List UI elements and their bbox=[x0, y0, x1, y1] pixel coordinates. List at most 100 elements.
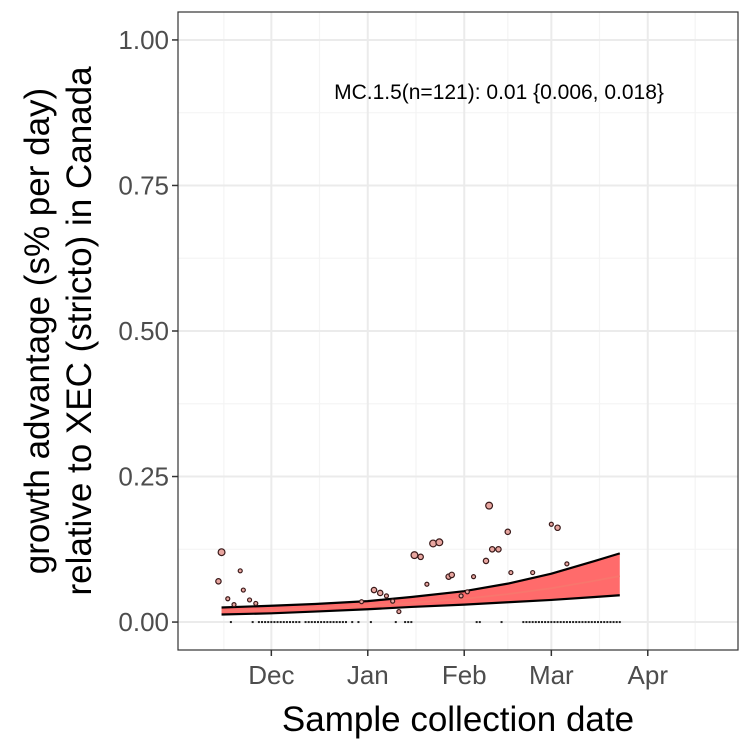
zero-count-marker bbox=[600, 621, 603, 624]
observed-point bbox=[482, 557, 490, 565]
observed-point bbox=[448, 571, 456, 579]
zero-count-marker bbox=[273, 621, 276, 624]
observed-point bbox=[225, 596, 231, 602]
zero-count-marker bbox=[407, 621, 410, 624]
observed-point bbox=[390, 598, 396, 604]
observed-point bbox=[554, 524, 561, 532]
observed-point bbox=[429, 539, 438, 548]
observed-point bbox=[417, 553, 424, 561]
x-tick-label: Mar bbox=[529, 660, 574, 690]
zero-count-marker bbox=[394, 621, 397, 624]
zero-count-marker bbox=[279, 621, 282, 624]
y-tick-label: 0.50 bbox=[118, 316, 169, 346]
observed-point bbox=[548, 521, 554, 527]
grid-lines bbox=[178, 12, 738, 650]
zero-count-marker bbox=[618, 621, 621, 624]
zero-count-marker bbox=[298, 621, 301, 624]
zero-count-marker bbox=[341, 621, 344, 624]
observed-point bbox=[504, 528, 512, 536]
y-axis-title-line-2: relative to XEC (stricto) in Canada bbox=[60, 66, 99, 596]
zero-count-marker bbox=[547, 621, 550, 624]
zero-count-marker bbox=[531, 621, 534, 624]
zero-count-marker bbox=[612, 621, 615, 624]
y-tick-label: 0.75 bbox=[118, 170, 169, 200]
zero-count-marker bbox=[553, 621, 556, 624]
confidence-band bbox=[221, 553, 620, 615]
observed-point bbox=[508, 569, 514, 576]
zero-count-marker bbox=[478, 621, 481, 624]
zero-count-marker bbox=[562, 621, 565, 624]
zero-count-marker bbox=[565, 621, 568, 624]
zero-count-marker bbox=[615, 621, 618, 624]
zero-count-marker bbox=[351, 621, 354, 624]
observed-point bbox=[215, 578, 222, 585]
zero-count-marker bbox=[310, 621, 313, 624]
observed-point bbox=[246, 597, 253, 603]
zero-count-marker bbox=[332, 621, 335, 624]
observed-point bbox=[485, 501, 494, 510]
zero-count-marker bbox=[323, 621, 326, 624]
observed-point bbox=[358, 599, 365, 605]
fit-line bbox=[221, 575, 620, 612]
zero-count-marker bbox=[295, 621, 298, 624]
observed-point bbox=[564, 561, 570, 567]
zero-count-marker bbox=[556, 621, 559, 624]
zero-count-marker bbox=[289, 621, 291, 624]
observed-point bbox=[435, 538, 444, 547]
observed-points bbox=[215, 501, 570, 615]
observed-point bbox=[458, 593, 464, 599]
zero-count-marker bbox=[276, 621, 279, 624]
zero-count-marker bbox=[528, 621, 531, 624]
zero-count-marker bbox=[264, 621, 267, 624]
zero-count-marker bbox=[606, 621, 609, 624]
zero-count-marker bbox=[369, 621, 372, 624]
observed-point bbox=[424, 581, 430, 587]
zero-count-marker bbox=[475, 621, 478, 624]
zero-count-marker bbox=[282, 621, 285, 624]
zero-count-marker bbox=[317, 621, 319, 624]
zero-count-marker bbox=[285, 621, 288, 624]
observed-point bbox=[240, 587, 246, 593]
observed-point bbox=[231, 601, 237, 608]
x-tick-label: Jan bbox=[347, 660, 389, 690]
y-axis-ticks: 0.00 0.25 0.50 0.75 1.00 bbox=[118, 25, 178, 637]
zero-count-marker bbox=[578, 621, 581, 624]
zero-count-marker bbox=[597, 621, 599, 624]
zero-count-marker bbox=[270, 621, 273, 624]
zero-count-marker bbox=[590, 621, 593, 624]
zero-count-marker bbox=[410, 621, 413, 624]
zero-count-marker bbox=[559, 621, 562, 624]
x-tick-label: Dec bbox=[248, 660, 294, 690]
y-tick-label: 0.00 bbox=[118, 607, 169, 637]
zero-count-marker bbox=[581, 621, 584, 624]
observed-point bbox=[464, 589, 470, 595]
zero-count-marker bbox=[329, 621, 332, 624]
zero-count-marker bbox=[261, 621, 263, 624]
zero-count-marker bbox=[251, 621, 254, 624]
observed-point bbox=[410, 551, 419, 560]
x-axis-title: Sample collection date bbox=[282, 700, 634, 739]
zero-count-marker bbox=[522, 621, 525, 624]
zero-count-marker bbox=[267, 621, 270, 624]
observed-point bbox=[383, 593, 390, 599]
zero-count-marker bbox=[335, 621, 338, 624]
zero-count-marker bbox=[326, 621, 329, 624]
upper-bound-line bbox=[221, 552, 621, 609]
zero-count-marker bbox=[593, 621, 596, 624]
y-tick-label: 1.00 bbox=[118, 25, 169, 55]
zero-count-marker bbox=[534, 621, 537, 624]
zero-count-marker bbox=[569, 621, 571, 624]
zero-count-marker bbox=[313, 621, 316, 624]
zero-count-marker bbox=[345, 621, 347, 624]
zero-count-marker bbox=[609, 621, 612, 624]
zero-count-marker bbox=[357, 621, 360, 624]
observed-point bbox=[376, 589, 384, 597]
y-axis-title-line-1: growth advantage (s% per day) bbox=[18, 88, 57, 574]
confidence-ribbon bbox=[221, 552, 621, 616]
observed-point bbox=[488, 545, 496, 553]
zero-count-marker bbox=[572, 621, 575, 624]
observed-point bbox=[217, 548, 226, 557]
zero-count-marker bbox=[587, 621, 590, 624]
